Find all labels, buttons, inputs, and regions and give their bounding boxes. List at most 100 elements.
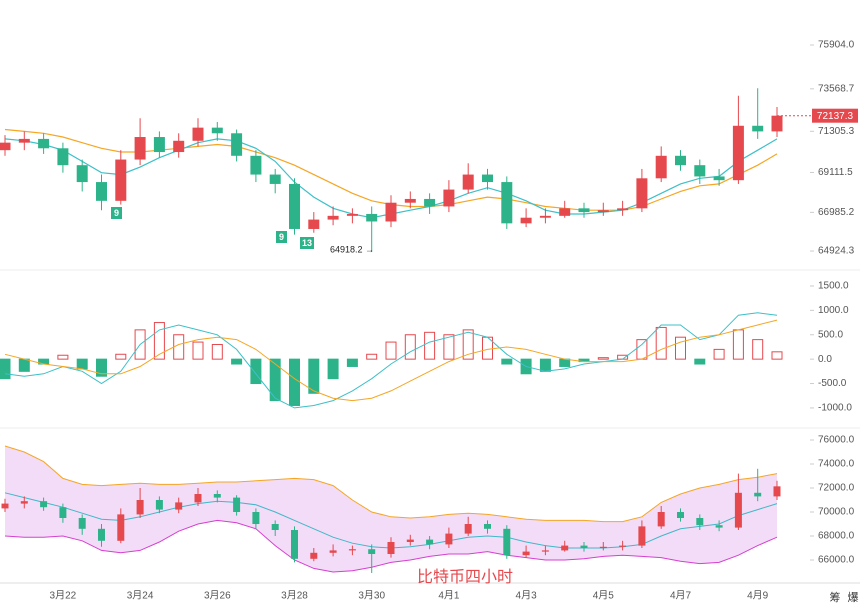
macd-line: [4, 319, 778, 402]
macd-bar: [192, 341, 204, 360]
y-tick-label: 66000.0: [818, 555, 855, 566]
macd-bar: [424, 331, 436, 360]
candle-body: [771, 115, 783, 132]
candle-body: [501, 182, 513, 224]
mini-candle-body: [406, 539, 414, 542]
y-tick-label: -500.0: [818, 378, 847, 389]
macd-bar: [0, 358, 11, 380]
candle-body: [38, 138, 50, 149]
annotation: 9: [114, 208, 119, 218]
mini-candle-body: [445, 533, 453, 545]
candle-body: [404, 198, 416, 203]
candle-body: [752, 125, 764, 132]
x-tick-label: 3月24: [127, 590, 154, 602]
y-tick-label: 76000.0: [818, 435, 855, 446]
macd-bar: [462, 329, 474, 360]
mini-candle-body: [561, 545, 569, 551]
candle-body: [424, 198, 436, 207]
x-tick-label: 4月7: [670, 590, 692, 602]
candle-body: [732, 125, 744, 181]
y-tick-label: 64924.3: [818, 246, 855, 257]
macd-bar: [559, 358, 571, 367]
candle-body: [675, 155, 686, 166]
candle-body: [173, 140, 185, 153]
annotation-box: [111, 207, 122, 219]
macd-bar: [636, 339, 648, 360]
mini-candle-body: [271, 523, 279, 530]
last-price-box: [812, 108, 858, 123]
mini-candle-body: [484, 523, 491, 529]
band-line: [4, 519, 778, 573]
candle-body: [346, 213, 358, 216]
macd-bar: [308, 358, 320, 394]
macd-bar: [76, 358, 88, 370]
last-price-label: 72137.3: [817, 111, 854, 122]
mini-candle-body: [464, 523, 472, 534]
candle-body: [192, 127, 204, 141]
macd-bar: [115, 353, 127, 360]
watermark: 比特币四小时: [417, 568, 513, 586]
y-tick-label: 71305.3: [818, 126, 855, 137]
candle-body: [115, 159, 127, 201]
mini-candle-body: [522, 551, 530, 556]
macd-bar: [96, 358, 107, 377]
macd-bar: [771, 351, 783, 360]
mini-candle-body: [734, 492, 742, 528]
macd-bar: [366, 353, 378, 360]
macd-bar: [289, 358, 300, 406]
corner-label[interactable]: 爆: [848, 590, 859, 604]
macd-bar: [173, 334, 185, 360]
mini-candle-body: [329, 550, 337, 553]
mini-candle-body: [233, 497, 241, 512]
y-tick-label: 75904.0: [818, 40, 855, 51]
mini-candle-body: [175, 502, 183, 510]
mini-candle-body: [368, 549, 376, 554]
mini-candle-body: [310, 552, 318, 559]
candle-body: [308, 219, 320, 229]
x-tick-label: 3月28: [281, 590, 308, 602]
mini-candle-body: [387, 541, 395, 554]
candle-body: [96, 182, 107, 201]
annotation-box: [276, 231, 287, 243]
candle-body: [482, 174, 493, 183]
y-tick-label: 73568.7: [818, 83, 855, 94]
annotation-box: [300, 237, 314, 249]
corner-label[interactable]: 筹: [830, 590, 841, 604]
macd-bar: [385, 341, 397, 360]
macd-bar: [231, 358, 243, 365]
annotation: 9: [279, 232, 284, 242]
mini-candle-body: [580, 545, 588, 548]
candle-body: [18, 138, 30, 143]
low-label: 64918.2 →: [330, 244, 374, 254]
mini-candle-body: [20, 501, 28, 504]
macd-bar: [211, 344, 223, 360]
y-tick-label: 69111.5: [818, 167, 853, 178]
candle-body: [289, 183, 300, 229]
candle-body: [231, 133, 243, 156]
mini-candle-body: [136, 499, 144, 515]
macd-bar: [327, 358, 339, 380]
candle-body: [636, 178, 648, 209]
x-tick-label: 3月22: [50, 590, 77, 602]
mini-candle-body: [1, 503, 9, 509]
mini-candle-body: [252, 511, 260, 524]
candle-body: [443, 189, 455, 207]
y-tick-label: 66985.2: [818, 207, 855, 218]
annotation: 13: [302, 238, 312, 248]
band-line: [4, 445, 778, 523]
macd-bar: [57, 354, 69, 360]
macd-bar: [346, 358, 358, 367]
macd-bar: [539, 358, 551, 372]
x-tick-label: 4月5: [593, 590, 615, 602]
mini-candle-body: [677, 511, 684, 518]
mini-candle-body: [503, 528, 511, 556]
x-tick-label: 3月30: [358, 590, 385, 602]
candle-body: [520, 217, 532, 224]
candle-body: [578, 208, 590, 213]
y-tick-label: 500.0: [818, 329, 843, 340]
candle-body: [385, 202, 397, 222]
macd-bar: [694, 358, 706, 365]
candle-body: [269, 174, 281, 184]
mini-candle-body: [98, 528, 105, 541]
